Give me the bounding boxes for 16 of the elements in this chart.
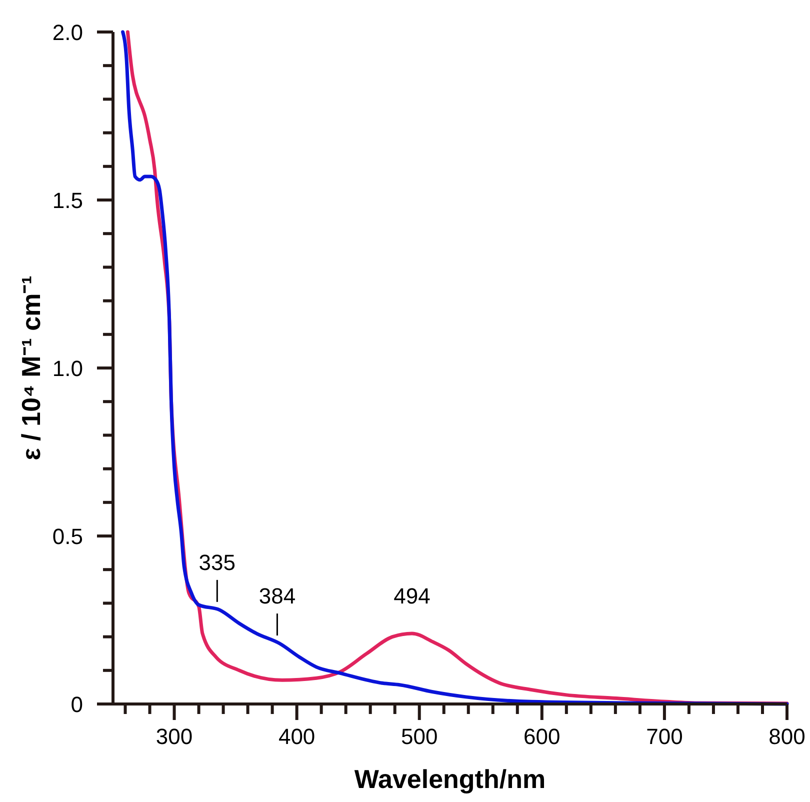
x-tick-label: 600 [524,724,560,749]
annotation: 335 [198,550,236,575]
annotation: 494 [394,583,430,608]
y-tick-label: 1.5 [52,188,83,213]
y-tick-label: 0.5 [52,524,83,549]
y-tick-label: 1.0 [52,356,83,381]
x-tick-label: 700 [646,724,683,749]
y-axis-title: ε / 10⁴ M⁻¹ cm⁻¹ [16,276,46,460]
x-tick-label: 500 [401,724,438,749]
y-tick-label: 2.0 [52,20,83,45]
x-tick-label: 400 [278,724,316,749]
x-tick-label: 800 [768,724,806,749]
y-tick-label: 0 [70,692,83,717]
x-axis-title: Wavelength/nm [354,764,546,794]
annotation: 384 [258,584,296,609]
x-tick-label: 300 [156,724,193,749]
